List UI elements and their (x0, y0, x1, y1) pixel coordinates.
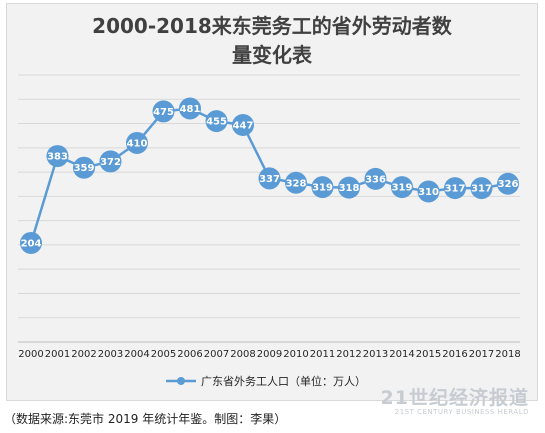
legend-label: 广东省外务工人口（单位：万人） (201, 374, 366, 388)
x-tick-label: 2005 (151, 349, 176, 360)
data-point: 455 (205, 110, 228, 133)
data-point-marker (285, 171, 307, 194)
data-point-marker (311, 176, 334, 199)
x-tick-label: 2003 (98, 349, 123, 360)
data-label: 310 (418, 187, 439, 198)
data-point: 337 (258, 167, 281, 190)
chart-frame (6, 3, 538, 401)
data-point: 204 (20, 231, 42, 254)
data-point-marker (232, 114, 254, 137)
x-tick-label: 2017 (469, 349, 494, 360)
x-tick-label: 2004 (124, 349, 149, 360)
data-label: 481 (180, 104, 201, 115)
data-point-marker (205, 110, 228, 133)
data-point: 317 (470, 177, 493, 200)
data-label: 318 (339, 183, 360, 194)
x-tick-label: 2001 (45, 349, 70, 360)
data-point-marker (470, 177, 493, 200)
data-point-marker (73, 156, 95, 179)
x-tick-label: 2015 (416, 349, 441, 360)
x-tick-label: 2012 (336, 349, 361, 360)
data-point: 310 (417, 180, 440, 203)
data-point-marker (391, 176, 413, 199)
data-point: 447 (232, 114, 254, 137)
data-point: 410 (126, 131, 148, 154)
data-points: 204 383 359 372 410 475 481 455 447 337 328 319 318 3… (20, 97, 519, 254)
data-label: 447 (233, 121, 254, 132)
data-point: 328 (285, 171, 307, 194)
data-label: 317 (445, 184, 466, 195)
data-point-marker (20, 231, 42, 254)
data-label: 336 (365, 174, 386, 185)
data-label: 372 (100, 157, 121, 168)
data-label: 383 (47, 152, 68, 163)
x-tick-label: 2013 (363, 349, 388, 360)
data-point-marker (99, 150, 122, 173)
data-point-marker (46, 145, 69, 168)
data-point-marker (152, 100, 175, 123)
data-point: 319 (391, 176, 413, 199)
x-tick-label: 2010 (283, 349, 308, 360)
x-tick-label: 2002 (71, 349, 96, 360)
legend: 广东省外务工人口（单位：万人） (166, 374, 366, 388)
data-point-marker (179, 97, 201, 120)
data-point-marker (338, 176, 360, 199)
data-point: 372 (99, 150, 122, 173)
x-tick-label: 2014 (389, 349, 414, 360)
watermark-sub: 21ST CENTURY BUSINESS HERALD (394, 408, 529, 416)
legend-marker (177, 377, 185, 385)
data-label: 455 (206, 117, 227, 128)
data-label: 204 (21, 238, 42, 249)
data-label: 319 (392, 183, 413, 194)
data-label: 326 (498, 179, 519, 190)
data-label: 328 (286, 178, 307, 189)
data-point-marker (258, 167, 281, 190)
x-tick-label: 2009 (257, 349, 282, 360)
data-label: 359 (74, 163, 95, 174)
data-point: 319 (311, 176, 334, 199)
data-label: 319 (312, 183, 333, 194)
data-point-marker (364, 167, 387, 190)
x-tick-label: 2011 (310, 349, 335, 360)
data-label: 410 (127, 138, 148, 149)
data-point-marker (497, 172, 519, 195)
data-point: 481 (179, 97, 201, 120)
data-point-marker (417, 180, 440, 203)
x-tick-label: 2016 (442, 349, 467, 360)
data-point-marker (444, 177, 466, 200)
chart-title-line-1: 2000-2018来东莞务工的省外劳动者数 (92, 14, 453, 38)
data-point-marker (126, 131, 148, 154)
chart-title-line-2: 量变化表 (232, 43, 313, 67)
data-point: 383 (46, 145, 69, 168)
data-point: 326 (497, 172, 519, 195)
x-axis-ticks: 2000 2001 2002 2003 2004 2005 2006 2007 2008 2009… (18, 349, 520, 360)
x-tick-label: 2007 (204, 349, 229, 360)
x-tick-label: 2018 (495, 349, 520, 360)
data-point: 336 (364, 167, 387, 190)
data-point: 475 (152, 100, 175, 123)
x-tick-label: 2008 (230, 349, 255, 360)
data-label: 337 (259, 174, 280, 185)
data-label: 317 (471, 184, 492, 195)
watermark: 21世纪经济报道 21ST CENTURY BUSINESS HERALD (381, 383, 529, 416)
x-tick-label: 2000 (18, 349, 43, 360)
data-point: 318 (338, 176, 360, 199)
data-point: 359 (73, 156, 95, 179)
gridlines (18, 74, 520, 343)
data-point: 317 (444, 177, 466, 200)
watermark-main: 21世纪经济报道 (380, 387, 529, 409)
source-note: （数据来源:东莞市 2019 年统计年鉴。制图：李果） (4, 412, 287, 426)
data-label: 475 (153, 107, 174, 118)
x-tick-label: 2006 (177, 349, 202, 360)
